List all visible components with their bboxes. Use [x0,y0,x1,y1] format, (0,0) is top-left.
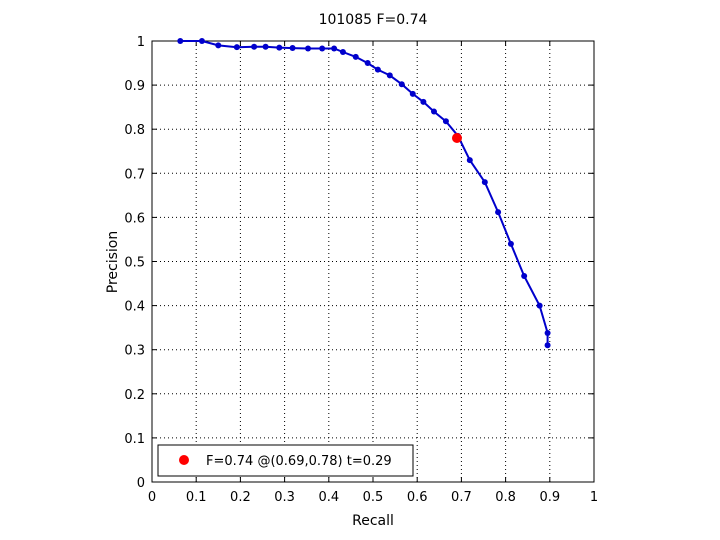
data-point [481,179,488,186]
data-point [251,43,258,50]
y-tick-label: 0.4 [124,300,145,315]
data-point [544,329,551,336]
data-point [319,45,326,52]
x-tick-label: 1 [590,490,598,505]
legend: F=0.74 @(0.69,0.78) t=0.29 [157,444,414,477]
data-point [339,49,346,56]
x-tick-label: 0.4 [318,490,339,505]
x-tick-label: 0.5 [363,490,384,505]
data-point [398,81,405,88]
best-f-point [451,133,462,144]
data-point [536,302,543,309]
data-series [177,38,551,349]
x-tick-label: 0.9 [539,490,560,505]
data-point [352,53,359,60]
x-tick-label: 0.1 [186,490,207,505]
y-axis-label: Precision [105,231,121,293]
legend-marker [179,455,189,465]
data-point [409,90,416,97]
data-point [177,38,184,44]
x-tick-label: 0.3 [274,490,295,505]
y-tick-label: 0 [137,476,145,491]
x-tick-label: 0.2 [230,490,251,505]
y-tick-label: 0.1 [124,432,145,447]
data-point [233,44,240,51]
data-point [386,72,393,79]
data-point [544,342,551,349]
data-point [364,60,371,67]
grid-lines [152,41,594,482]
data-point [262,43,269,50]
data-point [495,209,502,216]
y-tick-label: 0.3 [124,344,145,359]
x-tick-label: 0.8 [495,490,516,505]
data-point [215,42,222,49]
data-point [507,240,514,247]
y-tick-label: 0.5 [124,256,145,271]
data-point [430,108,437,115]
legend-box [157,444,414,477]
y-tick-label: 0.9 [124,79,145,94]
data-point [521,273,528,280]
data-point [305,45,312,52]
data-point [331,45,338,52]
data-point [374,66,381,73]
chart-title: 101085 F=0.74 [319,12,428,28]
legend-label: F=0.74 @(0.69,0.78) t=0.29 [206,454,392,469]
y-tick-label: 0.2 [124,388,145,403]
y-tick-label: 0.6 [124,211,145,226]
axis-ticks: 0 0.1 0.2 0.3 0.4 0.5 0.6 0.7 0.8 0.9 1 0 0.1 0.2 0.3 0… [124,35,598,505]
x-tick-label: 0.7 [451,490,472,505]
data-point [198,38,205,44]
data-point [276,44,283,51]
data-point [420,98,427,105]
data-point [289,45,296,52]
data-point [466,157,473,164]
x-axis-label: Recall [352,513,394,529]
y-tick-label: 0.8 [124,123,145,138]
y-tick-label: 0.7 [124,167,145,182]
data-point [442,118,449,125]
x-tick-label: 0.6 [407,490,428,505]
series-line [180,40,549,346]
y-tick-label: 1 [137,35,145,50]
x-tick-label: 0 [148,490,156,505]
